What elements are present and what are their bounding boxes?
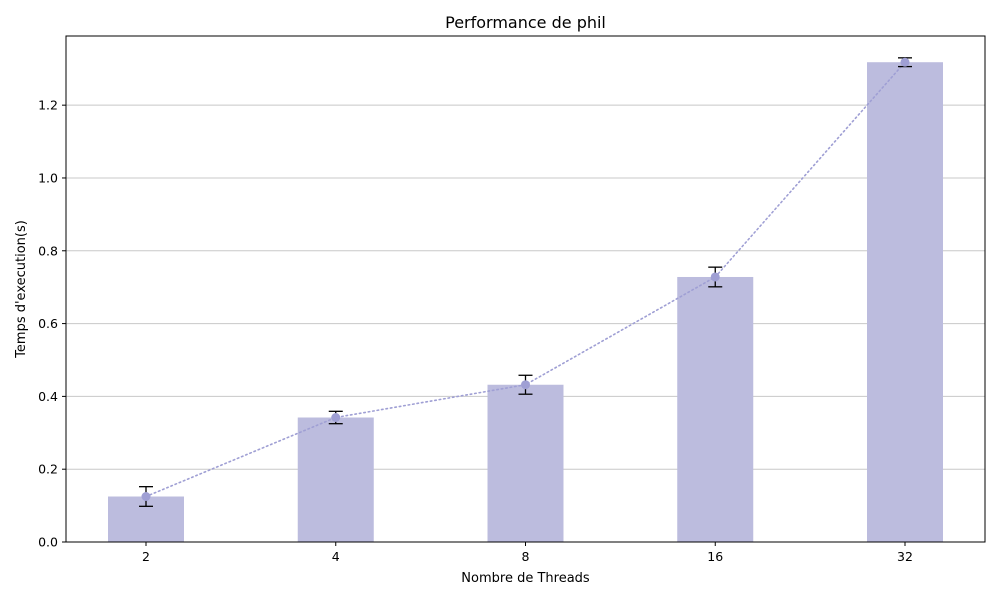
x-tick-label: 8 [522, 549, 530, 564]
y-tick-label: 1.2 [38, 98, 58, 113]
x-tick-label: 32 [897, 549, 913, 564]
bar-8 [487, 384, 564, 542]
y-axis-label: Temps d'execution(s) [14, 220, 29, 359]
x-tick-label: 16 [707, 549, 723, 564]
bar-4 [297, 417, 374, 542]
chart-title: Performance de phil [445, 13, 606, 32]
y-axis: 0.0 0.2 0.4 0.6 0.8 1.0 1.2 [38, 98, 66, 550]
y-tick-label: 0.8 [38, 243, 58, 258]
bar-layer [108, 62, 943, 542]
grid-layer [66, 104, 985, 470]
y-tick-label: 0.6 [38, 316, 58, 331]
y-tick-label: 0.2 [38, 462, 58, 477]
point-32 [900, 57, 910, 67]
x-axis: 2 4 8 16 32 [142, 542, 913, 564]
point-16 [710, 272, 720, 282]
y-tick-label: 0.4 [38, 389, 58, 404]
bar-32 [867, 62, 943, 542]
point-2 [141, 491, 151, 501]
marker-layer [141, 57, 910, 501]
y-tick-label: 0.0 [38, 535, 58, 550]
point-4 [331, 413, 341, 423]
y-tick-label: 1.0 [38, 170, 58, 185]
point-8 [521, 380, 530, 390]
x-tick-label: 2 [142, 549, 150, 564]
x-axis-label: Nombre de Threads [461, 571, 590, 586]
x-tick-label: 4 [332, 549, 340, 564]
bar-16 [677, 276, 754, 542]
